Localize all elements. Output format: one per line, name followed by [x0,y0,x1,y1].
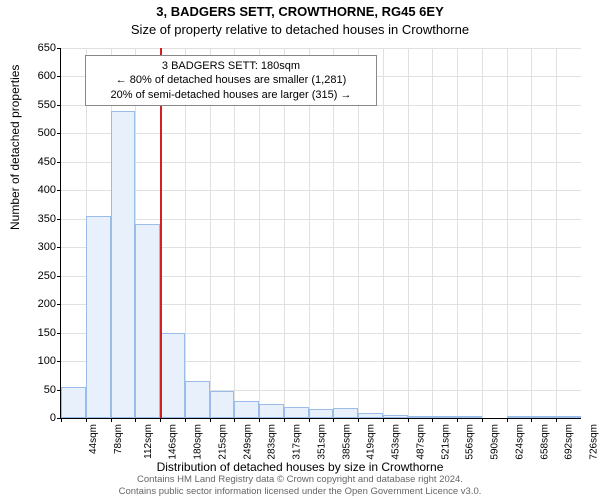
x-tick-label: 283sqm [267,424,278,460]
annotation-line-2: ← 80% of detached houses are smaller (1,… [92,73,370,87]
y-tick-label: 100 [16,355,56,367]
histogram-bar [432,416,457,418]
x-tick-label: 78sqm [113,424,124,454]
histogram-bar [333,408,358,418]
footer-line-1: Contains HM Land Registry data © Crown c… [12,474,588,486]
x-tick-label: 419sqm [366,424,377,460]
histogram-bar [234,401,259,418]
chart-title-1: 3, BADGERS SETT, CROWTHORNE, RG45 6EY [0,4,600,19]
histogram-bar [531,416,556,418]
x-tick-label: 692sqm [564,424,575,460]
y-tick-label: 450 [16,156,56,168]
histogram-bar [408,416,433,418]
histogram-bar [210,391,235,418]
y-tick-label: 550 [16,99,56,111]
histogram-bar [457,416,482,418]
x-tick-label: 351sqm [316,424,327,460]
footer-line-2: Contains public sector information licen… [12,486,588,498]
histogram-bar [61,387,86,418]
x-tick-label: 658sqm [539,424,550,460]
x-tick-label: 556sqm [465,424,476,460]
y-tick-label: 250 [16,270,56,282]
x-tick-label: 249sqm [242,424,253,460]
footer-attribution: Contains HM Land Registry data © Crown c… [12,474,588,498]
y-tick-label: 150 [16,327,56,339]
x-tick-label: 317sqm [292,424,303,460]
y-tick-label: 0 [16,412,56,424]
x-tick-label: 521sqm [440,424,451,460]
histogram-bar [383,415,408,418]
histogram-bar [259,404,284,418]
annotation-box: 3 BADGERS SETT: 180sqm ← 80% of detached… [85,55,377,106]
histogram-bar [556,416,581,418]
x-tick-label: 590sqm [490,424,501,460]
x-tick-label: 146sqm [168,424,179,460]
x-tick-label: 487sqm [415,424,426,460]
y-tick-label: 200 [16,298,56,310]
histogram-chart: 3, BADGERS SETT, CROWTHORNE, RG45 6EY Si… [0,0,600,500]
x-tick-label: 180sqm [193,424,204,460]
x-tick-label: 726sqm [589,424,600,460]
histogram-bar [160,333,185,418]
histogram-bar [135,224,160,418]
y-axis-label: Number of detached properties [8,65,22,230]
x-tick-label: 112sqm [142,424,153,459]
x-tick-label: 453sqm [391,424,402,460]
x-axis-label: Distribution of detached houses by size … [0,460,600,474]
annotation-line-1: 3 BADGERS SETT: 180sqm [92,59,370,73]
y-tick-label: 650 [16,42,56,54]
x-tick-label: 385sqm [341,424,352,460]
x-tick-label: 44sqm [88,424,99,454]
chart-title-2: Size of property relative to detached ho… [0,22,600,37]
y-tick-label: 600 [16,70,56,82]
histogram-bar [185,381,210,418]
histogram-bar [507,416,532,418]
histogram-bar [284,407,309,418]
histogram-bar [86,216,111,418]
y-tick-label: 500 [16,127,56,139]
y-tick-label: 300 [16,241,56,253]
histogram-bar [358,413,383,418]
y-tick-label: 350 [16,213,56,225]
x-tick-label: 624sqm [514,424,525,460]
histogram-bar [111,111,136,418]
y-tick-label: 50 [16,384,56,396]
x-tick-label: 215sqm [217,424,228,460]
y-tick-label: 400 [16,184,56,196]
histogram-bar [309,409,334,418]
annotation-line-3: 20% of semi-detached houses are larger (… [92,88,370,102]
